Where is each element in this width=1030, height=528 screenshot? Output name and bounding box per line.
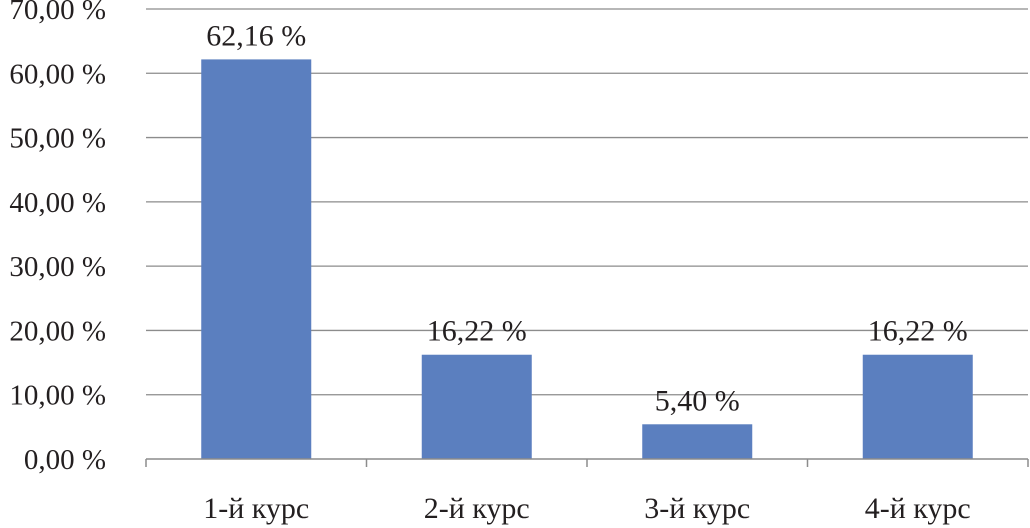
x-category-label: 4-й курс xyxy=(865,492,971,525)
data-labels: 62,16 % 16,22 % 5,40 % 16,22 % xyxy=(206,19,968,417)
data-label: 16,22 % xyxy=(427,315,527,348)
y-tick-label: 0,00 % xyxy=(24,444,106,476)
bars xyxy=(201,59,973,460)
x-axis-category-labels: 1-й курс 2-й курс 3-й курс 4-й курс xyxy=(203,492,971,525)
bar xyxy=(201,59,312,460)
x-category-label: 2-й курс xyxy=(424,492,530,525)
bar xyxy=(642,424,753,459)
y-tick-label: 60,00 % xyxy=(9,58,106,90)
x-category-label: 1-й курс xyxy=(203,492,309,525)
y-tick-label: 10,00 % xyxy=(9,380,106,412)
y-tick-label: 20,00 % xyxy=(9,315,106,347)
y-tick-label: 30,00 % xyxy=(9,251,106,283)
y-tick-label: 50,00 % xyxy=(9,123,106,155)
data-label: 5,40 % xyxy=(655,384,740,417)
data-label: 62,16 % xyxy=(206,19,306,52)
y-axis-tick-labels: 0,00 % 10,00 % 20,00 % 30,00 % 40,00 % 50,00 … xyxy=(9,0,106,476)
bar xyxy=(421,354,532,459)
y-tick-label: 70,00 % xyxy=(9,0,106,26)
x-category-label: 3-й курс xyxy=(644,492,750,525)
bar xyxy=(862,354,973,459)
x-axis xyxy=(145,458,1029,467)
data-label: 16,22 % xyxy=(868,315,968,348)
y-tick-label: 40,00 % xyxy=(9,187,106,219)
